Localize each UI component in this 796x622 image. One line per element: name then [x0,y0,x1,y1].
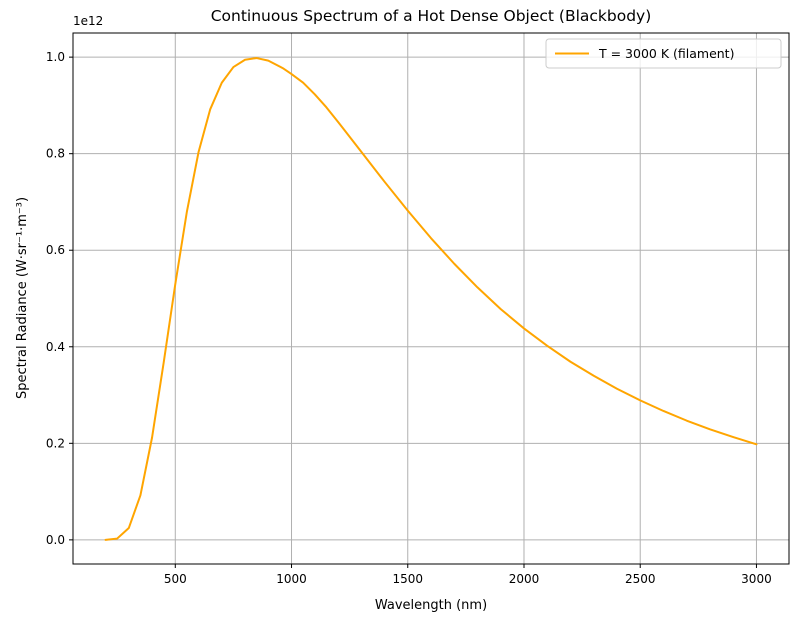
x-axis-title: Wavelength (nm) [375,598,487,613]
y-axis: 0.0 0.2 0.4 0.6 0.8 1.0 [46,50,73,547]
plot-lines [104,57,758,541]
chart-title: Continuous Spectrum of a Hot Dense Objec… [211,7,652,25]
y-tick-label: 0.2 [46,436,65,450]
x-tick-label: 3000 [741,572,772,586]
x-tick-label: 2500 [625,572,656,586]
x-tick-label: 1500 [392,572,423,586]
x-tick-label: 500 [164,572,187,586]
legend-label: T = 3000 K (filament) [598,46,734,61]
y-tick-label: 0.0 [46,533,65,547]
x-axis: 500 1000 1500 2000 2500 3000 [164,564,772,586]
y-axis-title: Spectral Radiance (W·sr⁻¹·m⁻³) [15,197,30,399]
x-tick-label: 1000 [276,572,307,586]
legend-box [545,38,782,69]
y-tick-label: 0.6 [46,243,65,257]
x-tick-label: 2000 [509,572,540,586]
legend: T = 3000 K (filament) [545,38,782,69]
y-offset-label: 1e12 [73,14,103,28]
y-tick-label: 1.0 [46,50,65,64]
grid [73,33,789,564]
y-tick-label: 0.8 [46,147,65,161]
y-tick-label: 0.4 [46,340,65,354]
plot-frame [72,32,790,565]
series-line [104,57,758,541]
